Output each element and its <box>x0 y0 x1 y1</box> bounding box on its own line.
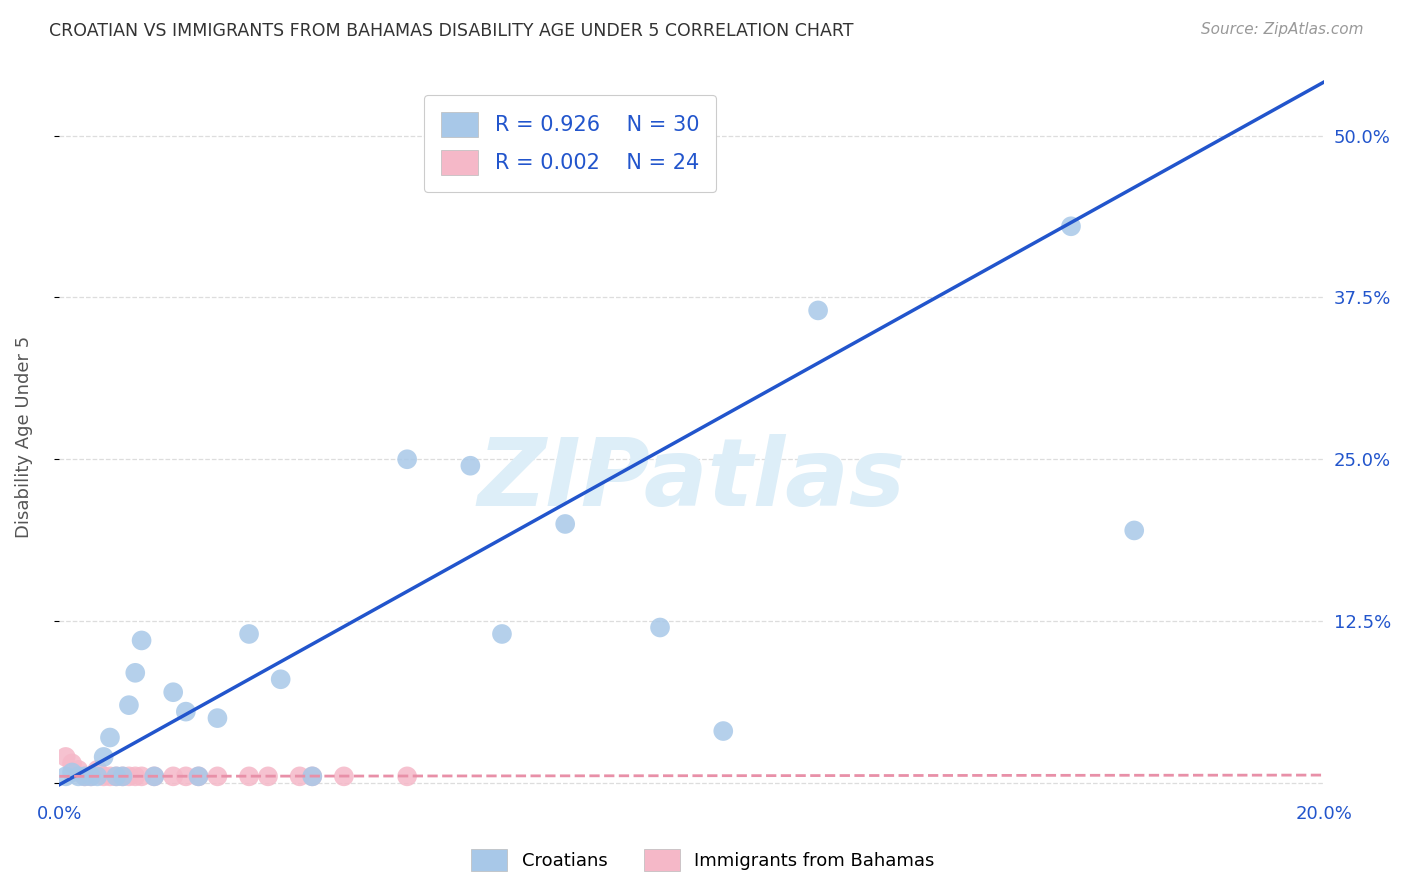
Point <box>111 769 134 783</box>
Point <box>60 756 83 771</box>
Point <box>711 724 734 739</box>
Point <box>143 769 166 783</box>
Point <box>301 769 323 783</box>
Legend: Croatians, Immigrants from Bahamas: Croatians, Immigrants from Bahamas <box>464 842 942 879</box>
Point <box>55 769 77 783</box>
Point <box>187 769 209 783</box>
Point <box>80 769 103 783</box>
Point <box>60 765 83 780</box>
Point <box>174 705 197 719</box>
Point <box>648 620 671 634</box>
Point <box>460 458 482 473</box>
Point <box>270 673 292 687</box>
Point <box>491 627 513 641</box>
Point <box>118 769 141 783</box>
Point <box>67 769 90 783</box>
Point <box>111 769 134 783</box>
Point <box>238 627 260 641</box>
Point <box>105 769 128 783</box>
Point <box>131 769 153 783</box>
Point <box>207 711 229 725</box>
Point <box>93 769 115 783</box>
Y-axis label: Disability Age Under 5: Disability Age Under 5 <box>15 335 32 538</box>
Point <box>86 769 108 783</box>
Point <box>98 769 121 783</box>
Point <box>207 769 229 783</box>
Text: Source: ZipAtlas.com: Source: ZipAtlas.com <box>1201 22 1364 37</box>
Legend: R = 0.926    N = 30, R = 0.002    N = 24: R = 0.926 N = 30, R = 0.002 N = 24 <box>423 95 716 192</box>
Point <box>162 685 184 699</box>
Point <box>333 769 356 783</box>
Point <box>162 769 184 783</box>
Point <box>105 769 128 783</box>
Point <box>93 750 115 764</box>
Point <box>67 763 90 777</box>
Point <box>396 452 419 467</box>
Text: ZIPatlas: ZIPatlas <box>478 434 905 525</box>
Point <box>73 769 96 783</box>
Point <box>131 633 153 648</box>
Point <box>238 769 260 783</box>
Point <box>554 516 576 531</box>
Point <box>55 750 77 764</box>
Point <box>174 769 197 783</box>
Point <box>143 769 166 783</box>
Point <box>80 769 103 783</box>
Point <box>301 769 323 783</box>
Text: CROATIAN VS IMMIGRANTS FROM BAHAMAS DISABILITY AGE UNDER 5 CORRELATION CHART: CROATIAN VS IMMIGRANTS FROM BAHAMAS DISA… <box>49 22 853 40</box>
Point <box>124 769 146 783</box>
Point <box>1060 219 1083 234</box>
Point <box>1123 524 1146 538</box>
Point <box>124 665 146 680</box>
Point <box>118 698 141 713</box>
Point <box>257 769 280 783</box>
Point <box>396 769 419 783</box>
Point <box>807 303 830 318</box>
Point <box>73 769 96 783</box>
Point <box>86 763 108 777</box>
Point <box>98 731 121 745</box>
Point <box>187 769 209 783</box>
Point <box>288 769 311 783</box>
